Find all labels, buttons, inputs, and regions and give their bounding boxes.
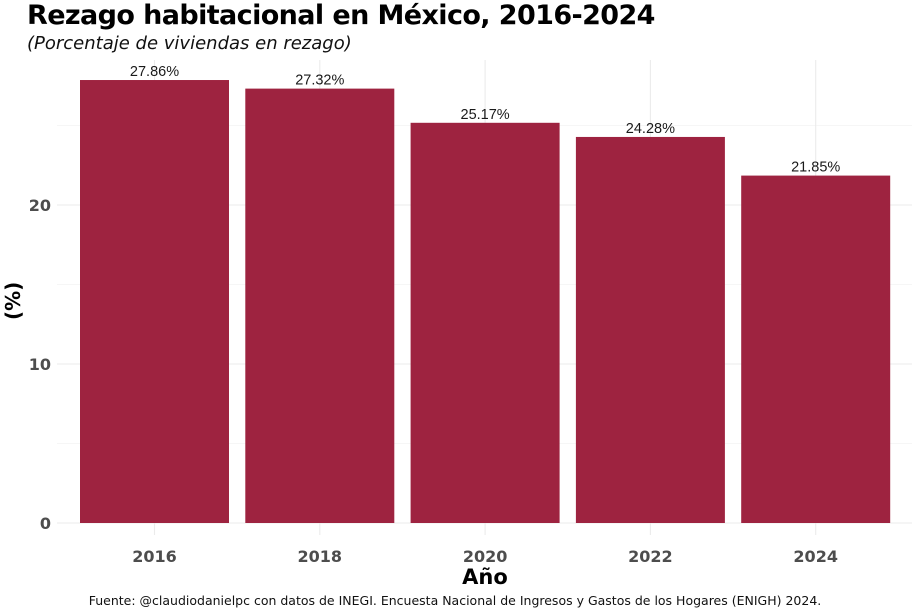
x-tick-2016: 2016 — [132, 547, 177, 566]
data-label-2022: 24.28% — [626, 121, 675, 137]
data-labels: 27.86% 27.32% 25.17% 24.28% 21.85% — [130, 64, 840, 176]
bars — [80, 80, 891, 523]
x-tick-2024: 2024 — [793, 547, 838, 566]
data-label-2018: 27.32% — [295, 73, 344, 89]
y-tick-10: 10 — [29, 355, 51, 374]
bar-2018 — [245, 88, 395, 523]
y-axis-label: (%) — [1, 281, 25, 320]
y-tick-labels: 0 10 20 — [29, 196, 51, 533]
y-tick-20: 20 — [29, 196, 51, 215]
y-tick-0: 0 — [40, 514, 51, 533]
x-axis-label: Año — [462, 565, 508, 589]
chart-subtitle: (Porcentaje de viviendas en rezago) — [27, 33, 352, 54]
bar-2016 — [80, 80, 229, 523]
data-label-2020: 25.17% — [461, 107, 510, 123]
x-tick-2020: 2020 — [463, 547, 508, 566]
x-tick-2018: 2018 — [298, 547, 343, 566]
x-tick-labels: 2016 2018 2020 2022 2024 — [132, 547, 838, 566]
bar-2020 — [410, 122, 560, 523]
chart-title: Rezago habitacional en México, 2016-2024 — [27, 0, 655, 31]
x-tick-2022: 2022 — [628, 547, 673, 566]
data-label-2016: 27.86% — [130, 64, 179, 80]
source-caption: Fuente: @claudiodanielpc con datos de IN… — [88, 593, 822, 608]
data-label-2024: 21.85% — [791, 160, 840, 176]
bar-2022 — [575, 136, 725, 523]
bar-2024 — [741, 175, 891, 523]
